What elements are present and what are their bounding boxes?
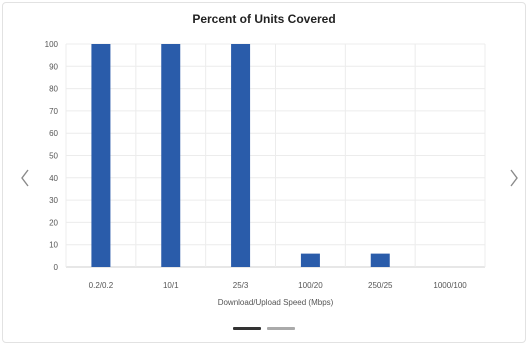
bar	[161, 44, 181, 267]
bar	[300, 253, 320, 267]
chart-title: Percent of Units Covered	[192, 12, 336, 26]
carousel-next-button[interactable]	[503, 163, 525, 193]
x-tick-label: 10/1	[163, 281, 179, 290]
y-tick-label: 0	[54, 263, 59, 272]
y-tick-label: 10	[49, 241, 58, 250]
y-tick-label: 20	[49, 218, 58, 227]
bar	[231, 44, 251, 267]
chart-card: Percent of Units Covered	[2, 2, 526, 343]
y-tick-label: 50	[49, 152, 58, 161]
x-tick-label: 25/3	[233, 281, 249, 290]
x-tick-label: 100/20	[298, 281, 323, 290]
x-tick-label: 1000/100	[433, 281, 467, 290]
x-tick-label: 0.2/0.2	[89, 281, 114, 290]
x-axis-label: Download/Upload Speed (Mbps)	[218, 298, 334, 307]
carousel-prev-button[interactable]	[14, 163, 36, 193]
carousel-pagination	[3, 327, 525, 330]
y-tick-label: 100	[45, 40, 59, 49]
y-tick-label: 40	[49, 174, 58, 183]
y-tick-label: 30	[49, 196, 58, 205]
chevron-left-icon	[21, 169, 29, 187]
y-tick-label: 90	[49, 62, 58, 71]
bar	[91, 44, 111, 267]
y-tick-label: 80	[49, 85, 58, 94]
y-tick-label: 70	[49, 107, 58, 116]
bar	[370, 253, 390, 267]
carousel-page-1[interactable]	[233, 327, 261, 330]
chevron-right-icon	[510, 169, 518, 187]
carousel-page-2[interactable]	[267, 327, 295, 330]
y-tick-label: 60	[49, 129, 58, 138]
x-tick-label: 250/25	[368, 281, 393, 290]
